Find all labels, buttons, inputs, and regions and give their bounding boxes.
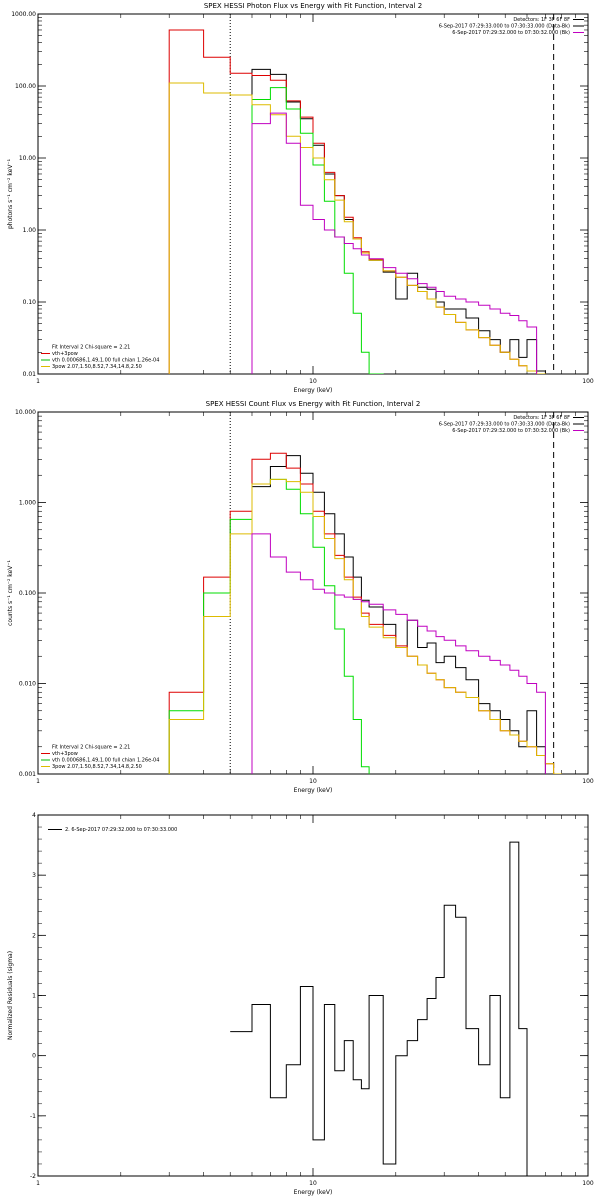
legend-entry: vth 0.000686,1.49,1.00 full chian 1.26e-… xyxy=(52,758,159,764)
series-group xyxy=(168,29,546,374)
y-tick-label: 10.00 xyxy=(19,155,36,162)
y-tick-label: -2 xyxy=(30,1173,36,1180)
plot-frame xyxy=(37,13,589,375)
x-tick-label: 1 xyxy=(36,378,40,385)
series-line-3pow xyxy=(168,82,546,374)
info-line: 6-Sep-2017 07:29:32.000 to 07:30:32.000 … xyxy=(452,30,570,36)
y-tick-label: 0.01 xyxy=(23,371,37,378)
y-tick-label: 1000.00 xyxy=(11,11,36,18)
y-tick-label: 3 xyxy=(32,872,36,879)
y-tick-label: 0 xyxy=(32,1053,36,1060)
legend-entry: vth 0.000686,1.49,1.00 full chian 1.26e-… xyxy=(52,358,159,364)
legend-entry: 3pow 2.07,1.50,8.52,7.34,14.8,2.50 xyxy=(52,364,142,370)
x-axis-label: Energy (keV) xyxy=(294,787,333,794)
y-tick-label: 100.00 xyxy=(15,83,36,90)
y-tick-label: 0.10 xyxy=(23,299,37,306)
y-tick-label: 2 xyxy=(32,932,36,939)
info-line: 6-Sep-2017 07:29:33.000 to 07:30:33.000 … xyxy=(439,24,570,30)
x-tick-label: 10 xyxy=(309,378,317,385)
legend-entry: vth+3pow xyxy=(52,351,78,357)
y-tick-label: 0.100 xyxy=(19,590,36,597)
y-tick-label: -1 xyxy=(30,1113,36,1120)
series-line-data-bk xyxy=(251,455,546,774)
x-tick-label: 100 xyxy=(582,778,594,785)
chart-title: SPEX HESSI Photon Flux vs Energy with Fi… xyxy=(204,2,422,10)
y-axis-label: counts s⁻¹ cm⁻² keV⁻¹ xyxy=(7,560,14,626)
x-tick-label: 10 xyxy=(309,778,317,785)
info-line: Detectors: 1F 3F 6F 8F xyxy=(513,415,570,421)
chart-title: SPEX HESSI Count Flux vs Energy with Fit… xyxy=(206,400,421,408)
x-tick-label: 100 xyxy=(582,378,594,385)
x-tick-label: 100 xyxy=(582,1180,594,1187)
series-line-3pow xyxy=(168,478,562,774)
y-tick-label: 4 xyxy=(32,812,36,819)
series-line-vth xyxy=(168,478,370,774)
series-line-vth-3pow xyxy=(168,452,562,774)
series-line-vth-3pow xyxy=(168,29,546,374)
series-group xyxy=(230,841,528,1176)
series-line-bk xyxy=(251,112,538,374)
y-tick-label: 1 xyxy=(32,993,36,1000)
series-line-vth xyxy=(251,87,384,374)
series-line-bk xyxy=(251,533,546,774)
series-group xyxy=(168,452,562,774)
legend-entry: Fit Interval 2 Chi-square = 2.21 xyxy=(52,745,130,751)
legend-entry: vth+3pow xyxy=(52,751,78,757)
y-tick-label: 0.001 xyxy=(19,771,36,778)
y-tick-label: 1.00 xyxy=(23,227,37,234)
x-tick-label: 1 xyxy=(36,1180,40,1187)
y-tick-label: 1.000 xyxy=(19,500,36,507)
legend-entry: 2. 6-Sep-2017 07:29:32.000 to 07:30:33.0… xyxy=(65,827,177,833)
series-line-2-6-sep-2017-07-29-32-000-to-07-30-33-000 xyxy=(230,841,528,1176)
x-axis-label: Energy (keV) xyxy=(294,387,333,394)
series-line-data-bk xyxy=(251,68,546,374)
info-line: Detectors: 1F 3F 6F 8F xyxy=(513,17,570,23)
x-axis-label: Energy (keV) xyxy=(294,1189,333,1196)
y-tick-label: 0.010 xyxy=(19,681,36,688)
y-axis-label: Normalized Residuals (sigma) xyxy=(7,951,14,1040)
legend-entry: 3pow 2.07,1.50,8.52,7.34,14.8,2.50 xyxy=(52,764,142,770)
y-tick-label: 10.000 xyxy=(15,409,36,416)
legend-entry: Fit Interval 2 Chi-square = 2.21 xyxy=(52,345,130,351)
x-tick-label: 1 xyxy=(36,778,40,785)
info-line: 6-Sep-2017 07:29:32.000 to 07:30:32.000 … xyxy=(452,428,570,434)
info-line: 6-Sep-2017 07:29:33.000 to 07:30:33.000 … xyxy=(439,422,570,428)
y-axis-label: photons s⁻¹ cm⁻² keV⁻¹ xyxy=(7,158,14,229)
x-tick-label: 10 xyxy=(309,1180,317,1187)
